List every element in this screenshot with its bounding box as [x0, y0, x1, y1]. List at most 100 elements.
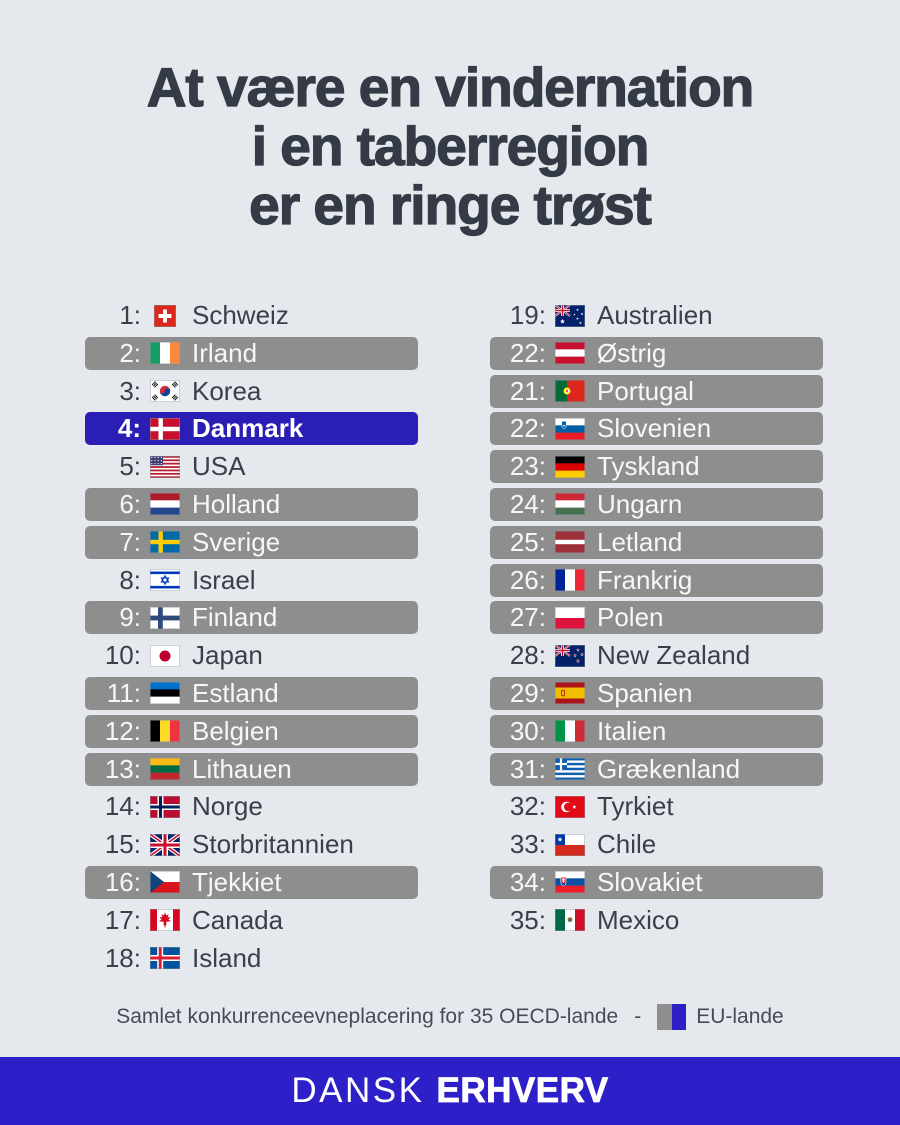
- rank-label: 9:: [119, 602, 141, 633]
- flag-icon-fi: [150, 606, 180, 629]
- flag-icon-de: [555, 455, 585, 478]
- country-label: Finland: [192, 602, 278, 633]
- country-label: Portugal: [597, 375, 694, 406]
- rank-label: 28:: [509, 640, 546, 671]
- rank-label: 18:: [104, 942, 141, 973]
- list-item: 24: Ungarn: [490, 487, 823, 521]
- list-item: 4: Danmark: [85, 412, 418, 446]
- flag-icon-pl: [555, 606, 585, 629]
- country-label: Irland: [192, 337, 258, 368]
- list-item: 1: Schweiz: [85, 299, 418, 332]
- rank-label: 29:: [509, 677, 546, 708]
- legend-swatch-blue: [672, 1004, 687, 1030]
- country-label: Chile: [597, 829, 657, 860]
- country-label: Italien: [597, 715, 667, 746]
- list-item: 19: Australien: [490, 299, 823, 332]
- country-label: Tyrkiet: [597, 791, 674, 822]
- flag-icon-es: [555, 682, 585, 705]
- flag-icon-nz: [555, 644, 585, 667]
- flag-icon-us: [150, 455, 180, 478]
- rank-label: 21:: [509, 375, 546, 406]
- list-item: 35: Mexico: [490, 904, 823, 937]
- country-label: Danmark: [192, 413, 304, 444]
- rank-label: 4:: [117, 413, 141, 444]
- flag-icon-ie: [150, 342, 180, 365]
- rank-label: 3:: [119, 375, 141, 406]
- flag-icon-it: [555, 720, 585, 743]
- country-label: Korea: [192, 375, 262, 406]
- legend-swatch-gray: [657, 1004, 673, 1030]
- list-item: 22: Slovenien: [490, 412, 823, 446]
- list-item: 3: Korea: [85, 375, 418, 408]
- flag-icon-gr: [555, 758, 585, 781]
- flag-icon-hu: [555, 493, 585, 516]
- list-item: 10: Japan: [85, 639, 418, 672]
- list-item: 11: Estland: [85, 676, 418, 710]
- rank-label: 10:: [104, 640, 141, 671]
- flag-icon-ca: [150, 909, 180, 932]
- list-item: 8: Israel: [85, 564, 418, 597]
- list-item: 33: Chile: [490, 828, 823, 861]
- rank-label: 24:: [509, 488, 546, 519]
- country-label: Norge: [192, 791, 263, 822]
- list-item: 26: Frankrig: [490, 563, 823, 597]
- list-item: 27: Polen: [490, 601, 823, 635]
- list-item: 9: Finland: [85, 601, 418, 635]
- ranking-list: 1: Schweiz 2: Irland 3: Korea 4: Danmark 5: USA 6:…: [85, 299, 823, 979]
- list-item: 15: Storbritannien: [85, 828, 418, 861]
- list-item: 32: Tyrkiet: [490, 790, 823, 823]
- list-item: 7: Sverige: [85, 525, 418, 559]
- flag-icon-cl: [555, 833, 585, 856]
- country-label: Spanien: [597, 677, 693, 708]
- rank-label: 2:: [119, 337, 141, 368]
- flag-icon-pt: [555, 380, 585, 403]
- list-item: 2: Irland: [85, 336, 418, 370]
- flag-icon-se: [150, 531, 180, 554]
- flag-icon-jp: [150, 644, 180, 667]
- country-label: Mexico: [597, 904, 680, 935]
- rank-label: 7:: [119, 526, 141, 557]
- country-label: Letland: [597, 526, 683, 557]
- country-label: Japan: [192, 640, 263, 671]
- list-item: 12: Belgien: [85, 714, 418, 748]
- rank-label: 32:: [509, 791, 546, 822]
- country-label: Belgien: [192, 715, 279, 746]
- logo-dansk: DANSK: [291, 1071, 425, 1110]
- country-label: Sverige: [192, 526, 281, 557]
- legend-eu-label: EU-lande: [696, 1005, 784, 1028]
- rank-label: 34:: [509, 866, 546, 897]
- flag-icon-ch: [150, 304, 180, 327]
- logo-erhverv: ERHVERV: [436, 1071, 609, 1111]
- rank-label: 13:: [104, 753, 141, 784]
- list-item: 13: Lithauen: [85, 752, 418, 786]
- rank-label: 35:: [509, 904, 546, 935]
- rank-label: 30:: [509, 715, 546, 746]
- country-label: Tyskland: [597, 451, 700, 482]
- flag-icon-lv: [555, 531, 585, 554]
- flag-icon-fr: [555, 569, 585, 592]
- list-item: 25: Letland: [490, 525, 823, 559]
- list-item: 30: Italien: [490, 714, 823, 748]
- flag-icon-gb: [150, 833, 180, 856]
- country-label: Slovenien: [597, 413, 712, 444]
- rank-label: 8:: [119, 564, 141, 595]
- ranking-column-right: 19: Australien 22: Østrig 21: Portugal 22: Slov…: [490, 299, 823, 979]
- rank-label: 31:: [509, 753, 546, 784]
- country-label: Israel: [192, 564, 256, 595]
- flag-icon-tr: [555, 795, 585, 818]
- list-item: 23: Tyskland: [490, 450, 823, 484]
- rank-label: 17:: [104, 904, 141, 935]
- rank-label: 16:: [104, 866, 141, 897]
- country-label: Slovakiet: [597, 866, 703, 897]
- country-label: Frankrig: [597, 564, 693, 595]
- rank-label: 27:: [509, 602, 546, 633]
- rank-label: 22:: [509, 413, 546, 444]
- list-item: 31: Grækenland: [490, 752, 823, 786]
- country-label: Island: [192, 942, 262, 973]
- brand-bar: DANSK ERHVERV: [0, 1057, 900, 1125]
- infographic-title: At være en vindernation i en taberregion…: [146, 56, 755, 236]
- country-label: Lithauen: [192, 753, 292, 784]
- flag-icon-lt: [150, 758, 180, 781]
- rank-label: 5:: [119, 451, 141, 482]
- flag-icon-au: [555, 304, 585, 327]
